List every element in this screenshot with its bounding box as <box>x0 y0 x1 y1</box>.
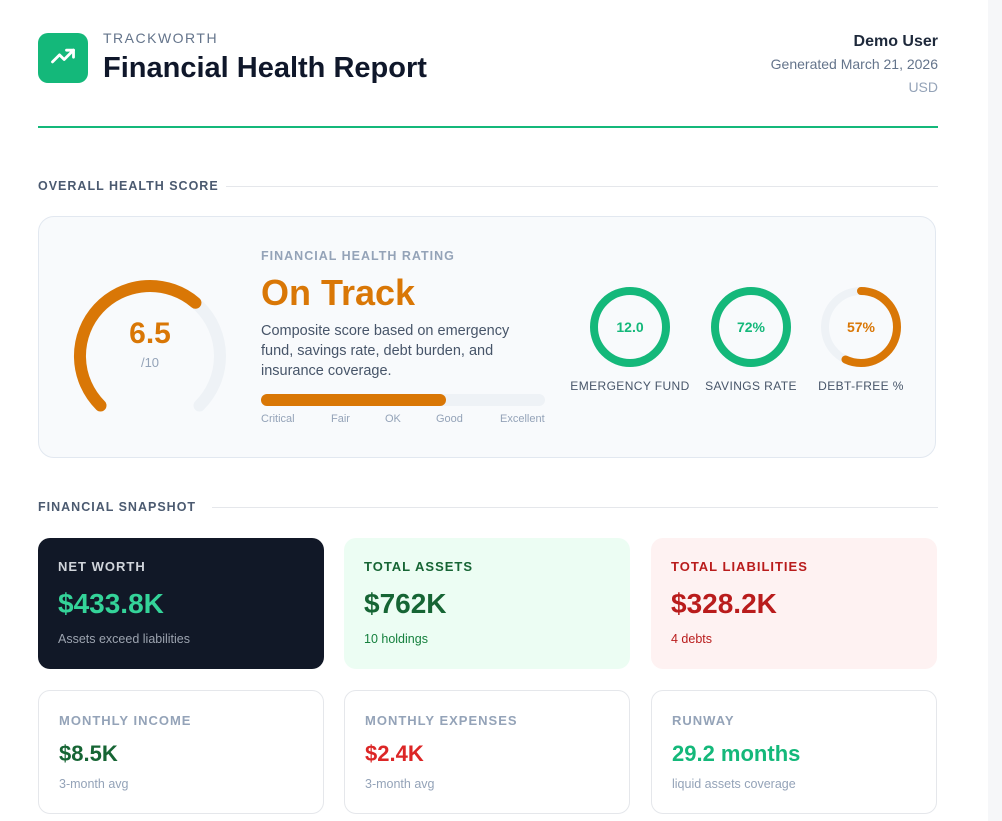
net-worth-label: NET WORTH <box>58 559 146 574</box>
metric-emergency-fund: 12.0 EMERGENCY FUND <box>565 285 695 393</box>
header-divider <box>38 126 938 128</box>
health-score-value: 6.5 <box>129 317 171 350</box>
rating-scale-fill <box>261 394 446 406</box>
total-assets-card: TOTAL ASSETS $762K 10 holdings <box>344 538 630 669</box>
currency-label: USD <box>908 79 938 95</box>
emergency-fund-value: 12.0 <box>616 319 644 335</box>
section-divider <box>226 186 938 187</box>
health-score-max: /10 <box>140 355 160 370</box>
rating-scale-bar <box>261 394 545 406</box>
scale-label-ok: OK <box>385 413 401 425</box>
total-liabilities-value: $328.2K <box>671 588 777 619</box>
report-meta: Demo User Generated March 21, 2026 USD <box>771 32 938 96</box>
runway-card: RUNWAY 29.2 months liquid assets coverag… <box>651 690 937 814</box>
net-worth-card: NET WORTH $433.8K Assets exceed liabilit… <box>38 538 324 669</box>
monthly-income-label: MONTHLY INCOME <box>59 713 192 728</box>
emergency-fund-ring: 12.0 <box>588 285 672 369</box>
monthly-expenses-value: $2.4K <box>365 741 424 766</box>
rating-value: On Track <box>261 272 416 313</box>
generated-date: Generated March 21, 2026 <box>770 56 938 72</box>
savings-rate-ring: 72% <box>709 285 793 369</box>
savings-rate-label: SAVINGS RATE <box>705 379 797 393</box>
brand-name: TRACKWORTH <box>103 30 219 46</box>
trending-up-icon <box>49 42 77 75</box>
total-assets-note: 10 holdings <box>364 632 428 646</box>
monthly-expenses-label: MONTHLY EXPENSES <box>365 713 518 728</box>
runway-label: RUNWAY <box>672 713 735 728</box>
scale-label-good: Good <box>436 413 463 425</box>
net-worth-value: $433.8K <box>58 588 164 619</box>
emergency-fund-label: EMERGENCY FUND <box>570 379 690 393</box>
section-title-health: OVERALL HEALTH SCORE <box>38 179 219 193</box>
scale-label-critical: Critical <box>261 413 295 425</box>
debt-free-value: 57% <box>846 319 876 335</box>
total-assets-value: $762K <box>364 588 447 619</box>
total-liabilities-note: 4 debts <box>671 632 713 646</box>
monthly-income-card: MONTHLY INCOME $8.5K 3-month avg <box>38 690 324 814</box>
page-title: Financial Health Report <box>103 52 427 84</box>
health-score-card: 6.5 /10 FINANCIAL HEALTH RATING On Track… <box>38 216 936 458</box>
monthly-expenses-card: MONTHLY EXPENSES $2.4K 3-month avg <box>344 690 630 814</box>
health-score-gauge <box>69 275 231 442</box>
total-liabilities-card: TOTAL LIABILITIES $328.2K 4 debts <box>651 538 937 669</box>
metric-savings-rate: 72% SAVINGS RATE <box>686 285 816 393</box>
total-assets-label: TOTAL ASSETS <box>364 559 474 574</box>
savings-rate-value: 72% <box>736 319 766 335</box>
monthly-income-value: $8.5K <box>59 741 118 766</box>
debt-free-label: DEBT-FREE % <box>818 379 904 393</box>
runway-note: liquid assets coverage <box>672 777 796 791</box>
scale-label-fair: Fair <box>331 413 350 425</box>
rating-label: FINANCIAL HEALTH RATING <box>261 249 455 263</box>
rating-description: Composite score based on emergency fund,… <box>261 323 510 379</box>
user-name: Demo User <box>853 33 938 50</box>
page-gutter <box>988 0 1002 821</box>
debt-free-ring: 57% <box>819 285 903 369</box>
logo <box>38 33 88 83</box>
monthly-expenses-note: 3-month avg <box>365 777 435 791</box>
section-title-snapshot: FINANCIAL SNAPSHOT <box>38 500 197 514</box>
monthly-income-note: 3-month avg <box>59 777 129 791</box>
scale-label-excellent: Excellent <box>500 413 545 425</box>
runway-value: 29.2 months <box>672 741 801 766</box>
total-liabilities-label: TOTAL LIABILITIES <box>671 559 808 574</box>
net-worth-note: Assets exceed liabilities <box>58 632 191 646</box>
metric-debt-free: 57% DEBT-FREE % <box>796 285 926 393</box>
section-divider <box>212 507 938 508</box>
